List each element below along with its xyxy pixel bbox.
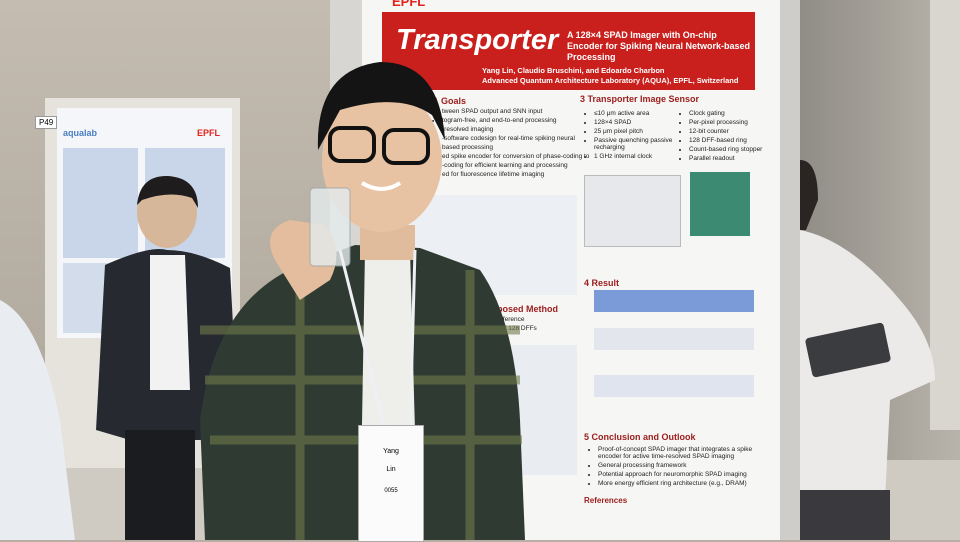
bullet: ed spike encoder for conversion of phase… xyxy=(442,153,592,160)
bullet: 25 μm pixel pitch xyxy=(594,128,689,135)
background-man xyxy=(96,175,238,540)
title-banner: Transporter A 128×4 SPAD Imager with On-… xyxy=(382,12,755,90)
section-heading: 3 Transporter Image Sensor xyxy=(580,94,700,104)
bullet: -coding for efficient learning and proce… xyxy=(442,162,592,169)
lab-logo: aqualab xyxy=(63,128,98,138)
title: Transporter xyxy=(396,24,559,56)
bullet: Passive quenching passive recharging xyxy=(594,137,689,151)
bullet: 128×4 SPAD xyxy=(594,119,689,126)
bullet: tween SPAD output and SNN input xyxy=(442,108,592,115)
board-frame xyxy=(780,0,800,540)
bullet: 128 DFF-based ring xyxy=(689,137,784,144)
bullet: Potential approach for neuromorphic SPAD… xyxy=(598,471,768,478)
left-person xyxy=(0,300,75,540)
authors: Yang Lin, Claudio Bruschini, and Edoardo… xyxy=(482,66,665,75)
plot xyxy=(594,290,754,312)
goal-list: tween SPAD output and SNN input togram-fr… xyxy=(432,108,592,180)
section-heading: References xyxy=(584,496,628,505)
bullet: 12-bit counter xyxy=(689,128,784,135)
spec-list: Clock gating Per-pixel processing 12-bit c… xyxy=(679,110,784,164)
subtitle: A 128×4 SPAD Imager with On-chip Encoder… xyxy=(567,30,751,62)
bullet: 1 GHz internal clock xyxy=(594,153,689,160)
board-number: P49 xyxy=(35,116,58,129)
bullet: -resolved imaging xyxy=(442,126,592,133)
badge-number: 0055 xyxy=(384,488,398,494)
bullet: togram-free, and end-to-end processing xyxy=(442,117,592,124)
conclusion-list: Proof-of-concept SPAD imager that integr… xyxy=(588,446,768,489)
right-man xyxy=(800,160,935,540)
bullet: Count-based ring stopper xyxy=(689,146,784,153)
name-badge: Yang Lin 0055 xyxy=(358,425,424,542)
section-heading: Proposed Method xyxy=(482,304,558,314)
bullet: ≤10 μm active area xyxy=(594,110,689,117)
epfl-logo: EPFL xyxy=(392,0,426,9)
spec-list: ≤10 μm active area 128×4 SPAD 25 μm pixel … xyxy=(584,110,689,162)
bullet: Per-pixel processing xyxy=(689,119,784,126)
bullet: General processing framework xyxy=(598,462,768,469)
affiliation: Advanced Quantum Architecture Laboratory… xyxy=(482,76,739,85)
pillar xyxy=(930,0,960,430)
main-man xyxy=(200,62,525,540)
panel xyxy=(63,148,138,258)
epfl-logo: EPFL xyxy=(197,128,221,138)
section-heading: & Goals xyxy=(432,96,467,106)
section-heading: 4 Result xyxy=(584,278,620,288)
section-heading: 5 Conclusion and Outlook xyxy=(584,432,696,442)
bullet: y reference xyxy=(492,316,537,323)
bullet: Clock gating xyxy=(689,110,784,117)
badge-last-name: Lin xyxy=(386,466,396,473)
bullet: More energy efficient ring architecture … xyxy=(598,480,768,487)
badge-first-name: Yang xyxy=(383,448,399,455)
bullet: Parallel readout xyxy=(689,155,784,162)
plot xyxy=(594,328,754,350)
plot xyxy=(594,375,754,397)
chip-photo xyxy=(690,172,750,236)
bullet: Proof-of-concept SPAD imager that integr… xyxy=(598,446,768,460)
bullet: based processing xyxy=(442,144,592,151)
bullet: ed for fluorescence lifetime imaging xyxy=(442,171,592,178)
bullet: -software codesign for real-time spiking… xyxy=(442,135,592,142)
block-diagram xyxy=(584,175,681,247)
